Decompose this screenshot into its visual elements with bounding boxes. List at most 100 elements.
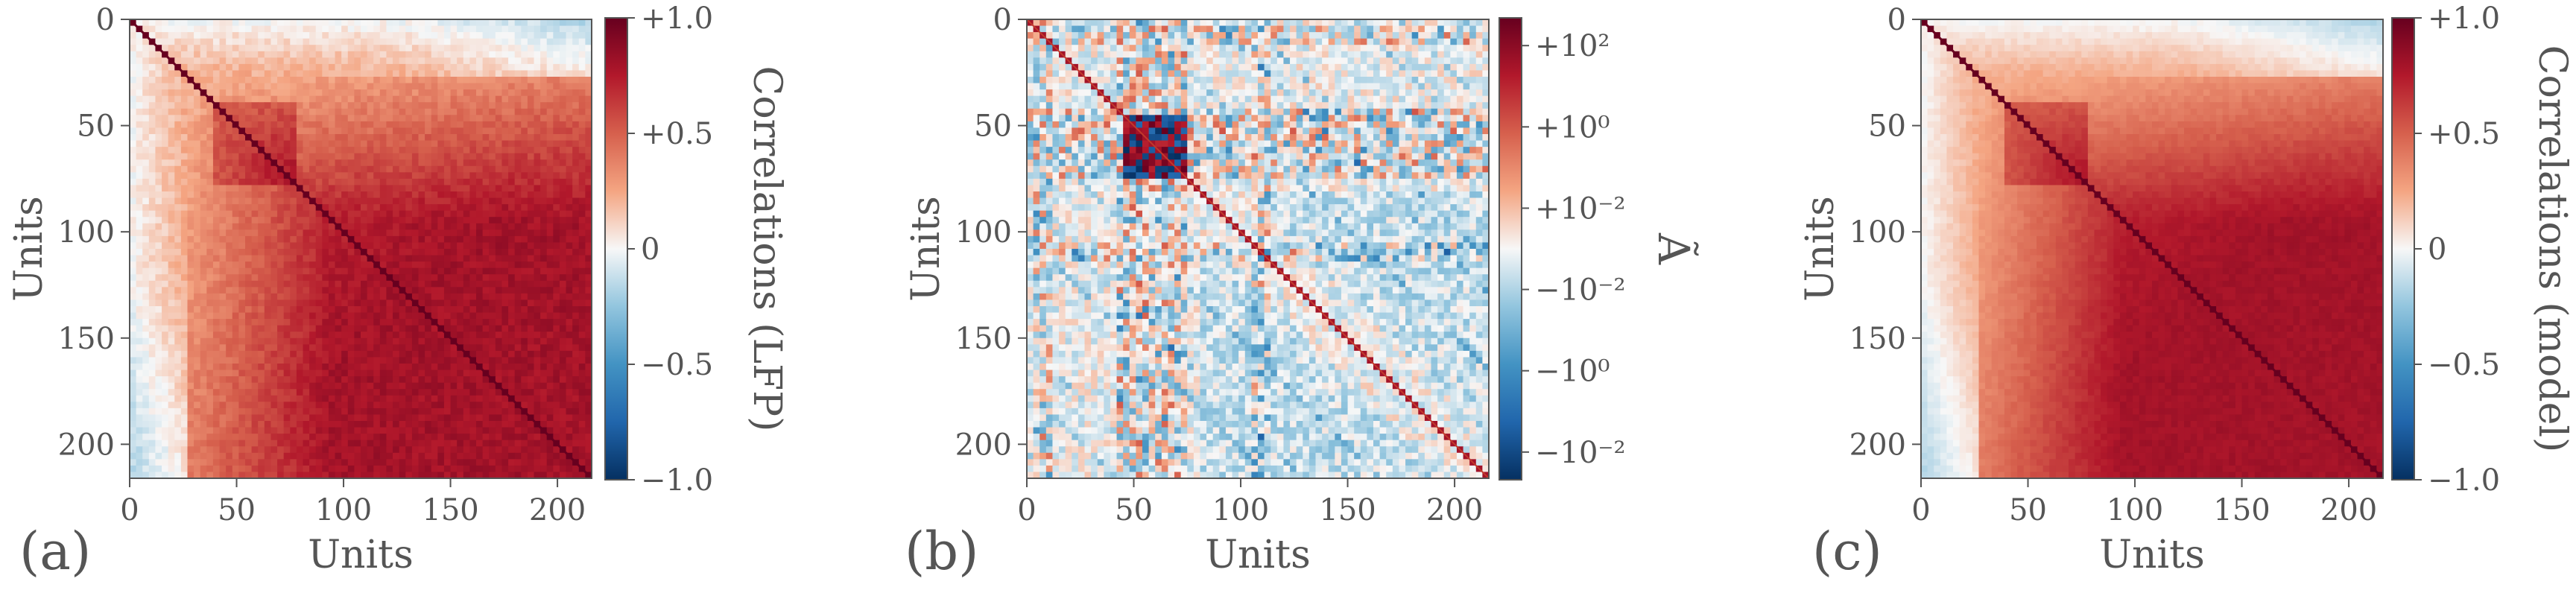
heatmap-cell xyxy=(232,440,239,447)
heatmap-cell xyxy=(187,95,194,103)
heatmap-cell xyxy=(495,89,503,97)
heatmap-cell xyxy=(489,319,496,326)
heatmap-cell xyxy=(194,452,201,460)
heatmap-cell xyxy=(232,83,239,90)
heatmap-cell xyxy=(290,459,297,466)
heatmap-cell xyxy=(187,242,194,250)
heatmap-cell xyxy=(585,357,592,364)
heatmap-cell xyxy=(386,127,393,135)
heatmap-cell xyxy=(585,108,592,115)
heatmap-cell xyxy=(546,223,554,230)
heatmap-cell xyxy=(322,389,329,396)
heatmap-cell xyxy=(341,45,349,52)
heatmap-cell xyxy=(136,350,143,358)
heatmap-cell xyxy=(168,364,175,371)
heatmap-cell xyxy=(431,127,438,135)
heatmap-cell xyxy=(443,408,452,416)
heatmap-cell xyxy=(463,382,470,390)
heatmap-cell xyxy=(148,249,156,256)
heatmap-cell xyxy=(476,140,484,148)
heatmap-cell xyxy=(437,452,445,460)
heatmap-cell xyxy=(361,210,368,218)
heatmap-cell xyxy=(534,57,541,65)
heatmap-cell xyxy=(476,57,484,65)
heatmap-cell xyxy=(443,127,452,135)
heatmap-cell xyxy=(206,452,214,460)
heatmap-cell xyxy=(482,45,490,52)
heatmap-cell xyxy=(258,337,265,345)
heatmap-cell xyxy=(578,382,586,390)
heatmap-cell xyxy=(277,382,285,390)
heatmap-cell xyxy=(341,63,349,72)
heatmap-cell xyxy=(437,280,445,288)
heatmap-cell xyxy=(347,165,355,173)
heatmap-cell xyxy=(232,402,239,409)
heatmap-cell xyxy=(180,140,189,148)
heatmap-cell xyxy=(296,51,304,58)
heatmap-cell xyxy=(367,235,374,244)
heatmap-cell xyxy=(187,427,194,434)
heatmap-cell xyxy=(566,370,573,377)
heatmap-cell xyxy=(180,197,189,205)
heatmap-cell xyxy=(443,153,452,160)
heatmap-cell xyxy=(283,70,291,77)
heatmap-cell xyxy=(130,376,137,384)
heatmap-cell xyxy=(200,147,207,154)
heatmap-cell xyxy=(399,421,406,428)
heatmap-cell xyxy=(572,452,580,460)
heatmap-cell xyxy=(476,108,484,115)
heatmap-cell xyxy=(296,83,304,90)
heatmap-cell xyxy=(482,147,490,154)
heatmap-cell xyxy=(457,38,464,45)
heatmap-cell xyxy=(322,357,329,364)
heatmap-cell xyxy=(546,255,554,262)
heatmap-cell xyxy=(476,70,484,77)
heatmap-cell xyxy=(418,332,425,339)
heatmap-cell xyxy=(148,89,156,97)
heatmap-cell xyxy=(431,421,438,428)
heatmap-cell xyxy=(546,172,554,180)
heatmap-cell xyxy=(130,159,137,167)
heatmap-cell xyxy=(437,421,445,428)
heatmap-cell xyxy=(540,223,548,230)
heatmap-cell xyxy=(482,70,490,77)
heatmap-cell xyxy=(367,319,374,326)
heatmap-cell xyxy=(379,185,387,192)
heatmap-cell xyxy=(578,210,586,218)
heatmap-cell xyxy=(540,38,548,45)
heatmap-cell xyxy=(315,402,323,409)
heatmap-cell xyxy=(386,287,393,294)
heatmap-cell xyxy=(476,147,484,154)
heatmap-cell xyxy=(437,395,445,402)
heatmap-cell xyxy=(136,440,143,447)
heatmap-cell xyxy=(431,121,438,129)
heatmap-cell xyxy=(136,191,143,199)
heatmap-cell xyxy=(534,102,541,110)
heatmap-cell xyxy=(283,312,291,320)
heatmap-cell xyxy=(469,440,477,447)
heatmap-cell xyxy=(251,344,259,352)
heatmap-cell xyxy=(206,38,214,45)
heatmap-cell xyxy=(315,57,323,65)
heatmap-cell xyxy=(527,440,535,447)
heatmap-cell xyxy=(425,51,432,58)
heatmap-cell xyxy=(431,70,438,77)
heatmap-cell xyxy=(251,89,259,97)
heatmap-cell xyxy=(469,172,477,180)
heatmap-cell xyxy=(495,45,503,52)
heatmap-cell xyxy=(501,440,509,447)
heatmap-cell xyxy=(219,402,227,409)
heatmap-cell xyxy=(187,408,194,416)
heatmap-cell xyxy=(418,51,425,58)
heatmap-cell xyxy=(206,185,214,192)
heatmap-cell xyxy=(373,121,381,129)
heatmap-cell xyxy=(425,172,432,180)
heatmap-cell xyxy=(315,421,323,428)
heatmap-cell xyxy=(546,140,554,148)
heatmap-cell xyxy=(194,108,201,115)
heatmap-cell xyxy=(277,102,285,110)
heatmap-cell xyxy=(315,89,323,97)
heatmap-cell xyxy=(148,83,156,90)
heatmap-cell xyxy=(411,45,420,52)
heatmap-cell xyxy=(174,70,182,77)
